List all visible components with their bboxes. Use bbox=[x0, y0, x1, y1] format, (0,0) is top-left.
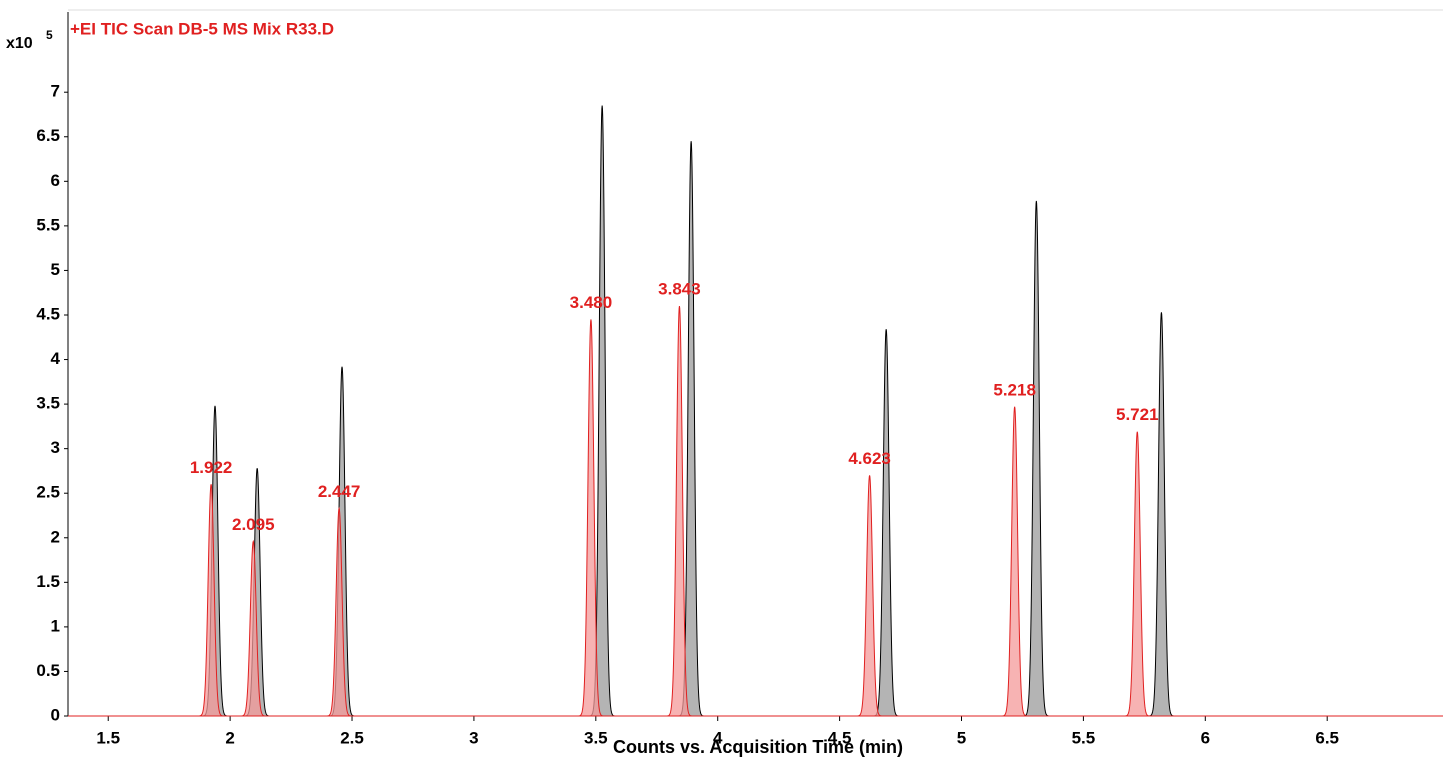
peak bbox=[664, 306, 695, 717]
y-tick-label: 3 bbox=[51, 438, 60, 457]
x-tick-label: 6.5 bbox=[1315, 728, 1339, 747]
peak-label: 3.480 bbox=[570, 293, 613, 312]
y-tick-label: 0 bbox=[51, 705, 60, 724]
peak bbox=[324, 506, 354, 717]
y-tick-label: 1 bbox=[51, 616, 60, 635]
x-tick-label: 3.5 bbox=[584, 728, 608, 747]
y-tick-label: 3.5 bbox=[36, 394, 60, 413]
y-tick-label: 6.5 bbox=[36, 126, 60, 145]
x-axis-title: Counts vs. Acquisition Time (min) bbox=[613, 737, 903, 757]
peak bbox=[196, 484, 226, 717]
x-tick-label: 4 bbox=[713, 728, 723, 747]
peak bbox=[1000, 406, 1030, 717]
x-tick-label: 5 bbox=[957, 728, 966, 747]
peak-label: 2.095 bbox=[232, 515, 275, 534]
x-tick-label: 6 bbox=[1201, 728, 1210, 747]
y-tick-label: 5 bbox=[51, 260, 60, 279]
y-tick-label: 2.5 bbox=[36, 483, 60, 502]
y-tick-label: 4.5 bbox=[36, 304, 60, 323]
peak bbox=[1122, 431, 1152, 717]
peak-label: 1.922 bbox=[190, 458, 233, 477]
x-tick-label: 3 bbox=[469, 728, 478, 747]
y-tick-label: 0.5 bbox=[36, 661, 60, 680]
peak bbox=[576, 319, 606, 717]
y-tick-label: 1.5 bbox=[36, 572, 60, 591]
y-tick-label: 5.5 bbox=[36, 215, 60, 234]
y-tick-label: 2 bbox=[51, 527, 60, 546]
peak-label: 2.447 bbox=[318, 482, 361, 501]
y-multiplier-exponent: 5 bbox=[46, 28, 53, 42]
x-tick-label: 4.5 bbox=[828, 728, 852, 747]
y-tick-label: 7 bbox=[51, 82, 60, 101]
y-tick-label: 4 bbox=[51, 349, 61, 368]
peak-label: 4.623 bbox=[848, 449, 891, 468]
peak bbox=[1146, 312, 1177, 717]
x-tick-label: 2.5 bbox=[340, 728, 364, 747]
chart-title: +EI TIC Scan DB-5 MS Mix R33.D bbox=[70, 19, 334, 38]
x-tick-label: 2 bbox=[225, 728, 234, 747]
peak bbox=[871, 329, 901, 717]
peak bbox=[1021, 200, 1051, 717]
peak-label: 5.721 bbox=[1116, 405, 1159, 424]
y-multiplier: x10 bbox=[6, 35, 33, 52]
peak-label: 3.843 bbox=[658, 280, 701, 299]
x-tick-label: 5.5 bbox=[1072, 728, 1096, 747]
x-tick-label: 1.5 bbox=[96, 728, 120, 747]
peak-label: 5.218 bbox=[993, 380, 1036, 399]
y-tick-label: 6 bbox=[51, 171, 60, 190]
peak bbox=[854, 475, 885, 717]
